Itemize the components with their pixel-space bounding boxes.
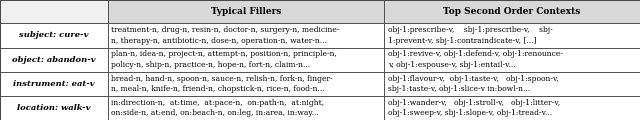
Bar	[108, 72, 384, 96]
Bar	[384, 96, 640, 120]
Bar	[108, 48, 384, 72]
Bar	[108, 96, 384, 120]
Text: plan-n, idea-n, project-n, attempt-n, position-n, principle-n,
policy-n, ship-n,: plan-n, idea-n, project-n, attempt-n, po…	[111, 50, 337, 69]
Text: Typical Fillers: Typical Fillers	[211, 7, 281, 16]
Bar	[0, 72, 108, 96]
Text: location: walk-v: location: walk-v	[17, 104, 90, 112]
Text: obj-1:revive-v, obj-1:defend-v, obj-1:renounce-
v, obj-1:espouse-v, sbj-1:entail: obj-1:revive-v, obj-1:defend-v, obj-1:re…	[388, 50, 563, 69]
Text: in:direction-n,  at:time,  at:pace-n,  on:path-n,  at:night,
on:side-n, at:end, : in:direction-n, at:time, at:pace-n, on:p…	[111, 99, 324, 117]
Text: subject: cure-v: subject: cure-v	[19, 31, 88, 39]
Bar	[0, 48, 108, 72]
Text: treatment-n, drug-n, resin-n, doctor-n, surgery-n, medicine-
n, therapy-n, antib: treatment-n, drug-n, resin-n, doctor-n, …	[111, 26, 340, 45]
Text: Top Second Order Contexts: Top Second Order Contexts	[444, 7, 580, 16]
Bar	[384, 72, 640, 96]
Bar	[0, 0, 108, 23]
Bar	[384, 23, 640, 48]
Text: obj-1:prescribe-v,    sbj-1:prescribe-v,    sbj-
1:prevent-v, sbj-1:contraindica: obj-1:prescribe-v, sbj-1:prescribe-v, sb…	[388, 26, 552, 45]
Text: obj-1:wander-v,   obj-1:stroll-v,   obj-1:litter-v,
obj-1:sweep-v, sbj-1:slope-v: obj-1:wander-v, obj-1:stroll-v, obj-1:li…	[388, 99, 560, 117]
Text: bread-n, hand-n, spoon-n, sauce-n, relish-n, fork-n, finger-
n, meal-n, knife-n,: bread-n, hand-n, spoon-n, sauce-n, relis…	[111, 75, 333, 93]
Bar	[108, 0, 384, 23]
Text: obj-1:flavour-v,  obj-1:taste-v,   obj-1:spoon-v,
sbj-1:taste-v, obj-1:slice-v i: obj-1:flavour-v, obj-1:taste-v, obj-1:sp…	[388, 75, 559, 93]
Bar	[0, 23, 108, 48]
Text: object: abandon-v: object: abandon-v	[12, 56, 95, 64]
Bar	[108, 23, 384, 48]
Bar	[0, 96, 108, 120]
Bar	[384, 48, 640, 72]
Text: instrument: eat-v: instrument: eat-v	[13, 80, 95, 88]
Bar	[384, 0, 640, 23]
